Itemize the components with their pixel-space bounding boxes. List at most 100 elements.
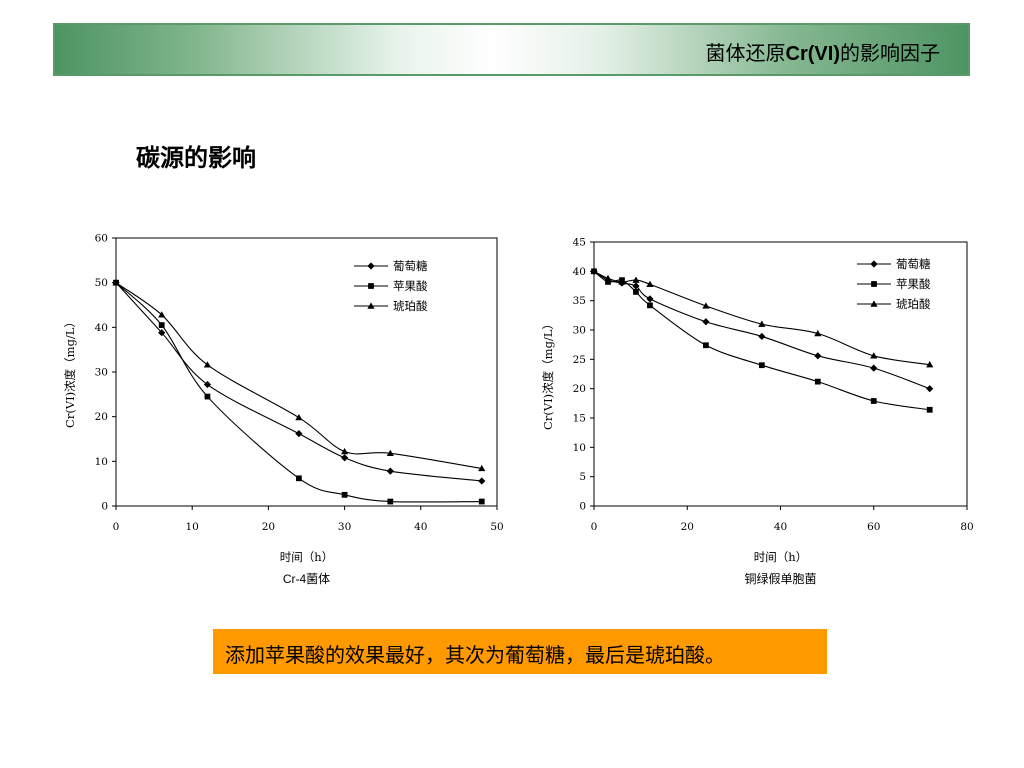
- series-square: [113, 279, 485, 505]
- legend-marker: [367, 262, 375, 270]
- data-point: [203, 380, 212, 389]
- data-point: [295, 413, 303, 421]
- y-tick-label: 30: [573, 325, 586, 337]
- y-axis-label: Cr(VI)浓度（mg/L）: [63, 316, 77, 428]
- data-point: [870, 364, 878, 372]
- x-axis-label: 时间（h）: [754, 550, 807, 564]
- series-line: [593, 270, 930, 366]
- data-point: [478, 464, 486, 472]
- x-tick-label: 80: [960, 521, 973, 533]
- y-axis-label: Cr(VI)浓度（mg/L）: [541, 318, 555, 430]
- x-tick-label: 30: [338, 521, 351, 533]
- y-tick-label: 35: [573, 295, 586, 307]
- y-tick-label: 45: [573, 237, 586, 249]
- header-banner: 菌体还原Cr(VI)的影响因子: [53, 23, 970, 76]
- x-tick-label: 40: [774, 521, 787, 533]
- legend-label: 葡萄糖: [896, 257, 931, 271]
- y-tick-label: 10: [95, 456, 108, 468]
- legend-label: 苹果酸: [393, 279, 428, 293]
- y-tick-label: 20: [573, 383, 586, 395]
- data-point: [604, 274, 612, 282]
- data-point: [646, 280, 654, 287]
- y-tick-label: 0: [101, 501, 108, 513]
- data-point: [296, 475, 302, 482]
- data-point: [814, 329, 822, 337]
- y-tick-label: 0: [579, 501, 586, 513]
- x-tick-label: 40: [414, 521, 427, 533]
- data-point: [386, 449, 394, 456]
- chart-caption: 铜绿假单胞菌: [744, 571, 816, 586]
- data-point: [618, 278, 626, 285]
- x-tick-label: 20: [262, 521, 275, 533]
- data-point: [386, 467, 394, 475]
- section-title: 碳源的影响: [136, 144, 256, 172]
- y-tick-label: 25: [573, 354, 586, 366]
- legend-marker: [367, 302, 375, 309]
- data-point: [203, 361, 212, 368]
- y-tick-label: 20: [95, 411, 108, 423]
- x-tick-label: 10: [186, 521, 199, 533]
- y-tick-label: 30: [95, 367, 108, 379]
- x-axis-label: 时间（h）: [280, 550, 333, 564]
- series-triangle: [590, 267, 934, 368]
- x-tick-label: 60: [867, 521, 880, 533]
- data-point: [758, 362, 765, 369]
- data-point: [814, 352, 822, 360]
- chart-cr4: 0 10 20 30 40 50 60 0 10 20 30 40 50 时间（h） Cr(VI)浓度（mg…: [55, 225, 515, 600]
- plot-frame: [115, 237, 498, 507]
- header-title-suffix: 的影响因子: [840, 41, 940, 65]
- header-title-latin: Cr(VI): [785, 43, 840, 65]
- data-point: [158, 311, 166, 318]
- data-point: [295, 430, 303, 438]
- series-line: [593, 270, 930, 390]
- data-point: [703, 342, 709, 349]
- legend-label: 苹果酸: [896, 277, 931, 291]
- legend-marker: [870, 300, 878, 307]
- legend-label: 葡萄糖: [393, 259, 428, 273]
- y-tick-label: 50: [95, 277, 108, 289]
- y-tick-label: 40: [573, 266, 586, 278]
- data-point: [341, 454, 349, 462]
- series-square: [591, 268, 933, 413]
- data-point: [478, 498, 485, 505]
- legend-label: 琥珀酸: [896, 297, 931, 311]
- data-point: [158, 322, 165, 328]
- data-point: [590, 267, 598, 275]
- chart-svg: 0 10 20 30 40 50 60 0 10 20 30 40 50 时间（h） Cr(VI)浓度（mg…: [63, 233, 504, 587]
- data-point: [633, 288, 639, 295]
- header-title-prefix: 菌体还原: [705, 41, 786, 65]
- y-tick-label: 40: [95, 322, 108, 334]
- data-point: [758, 332, 766, 341]
- data-point: [702, 318, 710, 326]
- chart-pseudomonas: 0 5 10 15 20 25 30 35 40 45 0 20 40 60 80 时间（h） Cr(VI)浓度…: [525, 225, 985, 600]
- x-tick-label: 0: [113, 521, 120, 533]
- data-point: [926, 406, 933, 413]
- data-point: [926, 361, 934, 368]
- data-point: [702, 302, 710, 309]
- data-point: [647, 302, 653, 309]
- data-point: [870, 398, 877, 404]
- x-tick-label: 20: [681, 521, 694, 533]
- y-tick-label: 60: [95, 233, 108, 245]
- data-point: [926, 385, 934, 393]
- data-point: [646, 295, 654, 303]
- data-point: [632, 276, 640, 283]
- data-point: [758, 320, 766, 327]
- data-point: [112, 279, 120, 286]
- x-tick-label: 50: [490, 521, 503, 533]
- header-title: 菌体还原Cr(VI)的影响因子: [706, 37, 940, 66]
- data-point: [341, 447, 349, 455]
- data-point: [605, 279, 611, 285]
- x-tick-label: 0: [591, 521, 598, 533]
- chart-caption: Cr-4菌体: [283, 572, 330, 586]
- series-triangle: [112, 279, 486, 472]
- data-point: [632, 282, 640, 290]
- conclusion-callout: 添加苹果酸的效果最好，其次为葡萄糖，最后是琥珀酸。: [213, 629, 827, 674]
- y-tick-label: 10: [573, 442, 586, 454]
- chart-svg: 0 5 10 15 20 25 30 35 40 45 0 20 40 60 80 时间（h） Cr(VI)浓度…: [541, 237, 974, 587]
- legend-label: 琥珀酸: [393, 299, 428, 313]
- series-line: [593, 270, 930, 411]
- series-diamond: [590, 267, 934, 393]
- data-point: [341, 491, 348, 498]
- legend-marker: [870, 260, 878, 268]
